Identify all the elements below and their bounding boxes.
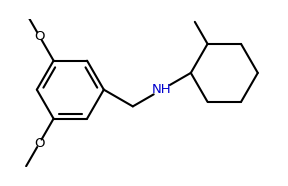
Text: O: O xyxy=(34,137,45,150)
Text: NH: NH xyxy=(152,83,172,96)
Text: O: O xyxy=(34,30,45,43)
